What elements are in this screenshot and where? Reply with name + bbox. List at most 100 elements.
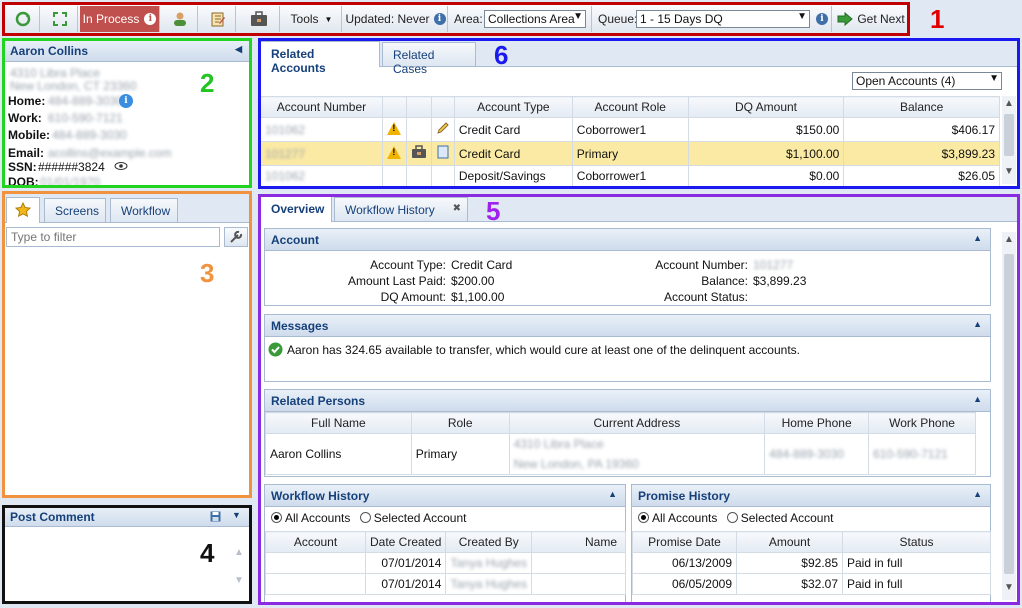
customer-header: Aaron Collins ◀ [4, 40, 250, 62]
filter-settings-button[interactable] [224, 227, 248, 247]
collapse-icon[interactable]: ▲ [973, 319, 982, 329]
callout-4: 4 [200, 538, 215, 568]
col-balance[interactable]: Balance [843, 96, 1000, 118]
note-cell [430, 141, 455, 166]
collapse-icon[interactable]: ▲ [973, 233, 982, 243]
tab-screens[interactable]: Screens [44, 198, 106, 222]
col-account-role[interactable]: Account Role [571, 96, 689, 118]
workflow-history-header[interactable]: Workflow History ▲ [265, 485, 625, 507]
queue-select[interactable]: 1 - 15 Days DQ ▼ [636, 10, 810, 28]
collapse-left-icon[interactable]: ◀ [235, 44, 242, 54]
tab-workflow-history[interactable]: Workflow History ✖ [334, 197, 468, 221]
scroll-down-icon[interactable]: ▼ [234, 575, 244, 586]
col-amount[interactable]: Amount [736, 531, 843, 553]
balance-value: $3,899.23 [753, 274, 807, 288]
accounts-filter-select[interactable]: Open Accounts (4) ▼ [852, 72, 1002, 90]
scroll-thumb[interactable] [1004, 114, 1014, 156]
scroll-thumb[interactable] [1004, 254, 1014, 574]
filter-input[interactable] [6, 227, 220, 247]
account-type-cell: Credit Card [453, 141, 573, 166]
customer-button[interactable] [162, 6, 198, 32]
detail-scrollbar[interactable]: ▲ ▼ [1002, 232, 1016, 600]
notepad-pencil-icon [211, 12, 225, 27]
radio-all-accounts[interactable] [271, 512, 282, 523]
related-persons-header[interactable]: Related Persons ▲ [265, 390, 990, 412]
col-dq-amount[interactable]: DQ Amount [687, 96, 845, 118]
col-account-number[interactable]: Account Number [260, 96, 383, 118]
briefcase-icon[interactable] [411, 145, 427, 159]
table-row[interactable]: 06/05/2009 $32.07 Paid in full [632, 573, 991, 595]
refresh-button[interactable] [6, 6, 40, 32]
col-current-address[interactable]: Current Address [508, 412, 766, 434]
col-account-type[interactable]: Account Type [453, 96, 573, 118]
accounts-scrollbar[interactable]: ▲ ▼ [1002, 96, 1016, 184]
tab-workflow[interactable]: Workflow [110, 198, 178, 222]
document-icon[interactable] [437, 145, 449, 159]
promise-history-header[interactable]: Promise History ▲ [632, 485, 990, 507]
collapse-icon[interactable]: ▲ [973, 394, 982, 404]
scroll-down-icon[interactable]: ▼ [1004, 582, 1014, 593]
table-row[interactable]: 07/01/2014 Tanya Hughes [265, 552, 626, 574]
tab-screens-label: Screens [55, 204, 100, 218]
table-row[interactable]: 06/13/2009 $92.85 Paid in full [632, 552, 991, 574]
eye-icon[interactable] [114, 161, 128, 171]
col-role[interactable]: Role [410, 412, 510, 434]
table-row[interactable]: 101062 Credit Card Coborrower1 $150.00 $… [260, 117, 1000, 142]
tab-overview[interactable]: Overview [260, 196, 332, 222]
chevron-down-icon[interactable]: ▼ [232, 510, 241, 520]
notes-button[interactable] [200, 6, 236, 32]
info-icon[interactable]: i [433, 13, 446, 25]
pencil-icon[interactable] [436, 121, 450, 135]
person-role-cell: Primary [410, 433, 510, 475]
scroll-down-icon[interactable]: ▼ [1004, 166, 1014, 177]
message-text: Aaron has 324.65 available to transfer, … [287, 343, 800, 357]
close-icon[interactable]: ✖ [452, 203, 461, 214]
table-row[interactable]: 07/01/2014 Tanya Hughes [265, 573, 626, 595]
messages-header[interactable]: Messages ▲ [265, 315, 990, 337]
radio-selected-account-label: Selected Account [740, 511, 834, 525]
col-name[interactable]: Name [531, 531, 626, 553]
get-next-button[interactable]: Get Next [834, 6, 908, 32]
area-select[interactable]: Collections Area ▼ [484, 10, 586, 28]
account-section-header[interactable]: Account ▲ [265, 229, 990, 251]
chevron-down-icon: ▼ [797, 11, 807, 22]
scroll-up-icon[interactable]: ▲ [1004, 234, 1014, 245]
scroll-up-icon[interactable]: ▲ [234, 547, 244, 558]
promise-date-cell: 06/05/2009 [632, 573, 737, 595]
warning-cell [381, 117, 407, 142]
status-in-process-button[interactable]: In Process i [80, 6, 160, 32]
radio-selected-account[interactable] [359, 512, 371, 523]
col-account[interactable]: Account [265, 531, 366, 553]
scroll-up-icon[interactable]: ▲ [1004, 98, 1014, 109]
tools-menu[interactable]: Tools ▼ [282, 6, 342, 32]
tab-related-cases[interactable]: Related Cases [382, 42, 476, 76]
tab-favorites[interactable] [6, 197, 40, 223]
ssn-label: SSN: [8, 160, 37, 174]
col-date-created[interactable]: Date Created [364, 531, 447, 553]
col-created-by[interactable]: Created By [445, 531, 533, 553]
save-icon[interactable] [210, 511, 221, 522]
warning-icon [387, 145, 402, 159]
info-icon[interactable]: i [816, 13, 828, 25]
col-promise-date[interactable]: Promise Date [632, 531, 737, 553]
arrow-right-icon [837, 12, 854, 26]
info-icon[interactable]: i [119, 94, 133, 108]
briefcase-button[interactable] [238, 6, 280, 32]
table-row[interactable]: Aaron Collins Primary 4310 Libra Place N… [265, 433, 976, 475]
tab-related-accounts[interactable]: Related Accounts [260, 41, 380, 75]
dq-amount-cell: $1,100.00 [687, 141, 845, 166]
balance-cell: $406.17 [843, 117, 1000, 142]
table-row[interactable]: 101062 Deposit/Savings Coborrower1 $0.00… [260, 165, 1000, 187]
work-label: Work: [8, 111, 42, 125]
expand-button[interactable] [42, 6, 78, 32]
col-status[interactable]: Status [842, 531, 991, 553]
radio-all-accounts[interactable] [638, 512, 649, 523]
table-row-selected[interactable]: 101277 Credit Card Primary $1,100.00 $3,… [260, 141, 1000, 166]
col-work-phone[interactable]: Work Phone [868, 412, 976, 434]
comment-textarea[interactable] [6, 529, 230, 599]
collapse-icon[interactable]: ▲ [973, 489, 982, 499]
col-home-phone[interactable]: Home Phone [764, 412, 870, 434]
radio-selected-account[interactable] [726, 512, 738, 523]
col-full-name[interactable]: Full Name [265, 412, 412, 434]
collapse-icon[interactable]: ▲ [608, 489, 617, 499]
